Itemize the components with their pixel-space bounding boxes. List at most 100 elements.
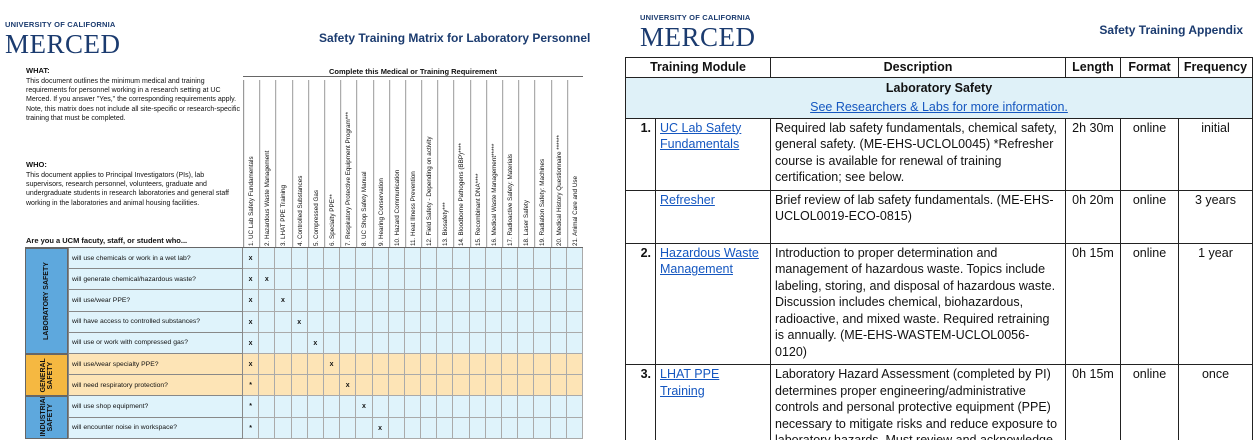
matrix-cell: [307, 375, 324, 397]
column-label: 2. Hazardous Waste Management: [259, 80, 276, 248]
matrix-cell: [502, 290, 519, 312]
module-number: 2.: [625, 242, 656, 365]
matrix-cell: [323, 375, 341, 397]
question: will encounter noise in workspace?: [68, 417, 243, 439]
matrix-cell: [388, 332, 405, 354]
heading: WHAT:: [26, 66, 50, 75]
matrix-cell: [453, 269, 470, 291]
matrix-cell: [469, 248, 486, 270]
matrix-cell: [485, 248, 503, 270]
matrix-cell: [518, 375, 535, 397]
matrix-cell: [323, 332, 341, 354]
matrix-cell: [502, 311, 519, 333]
matrix-cell: [453, 332, 470, 354]
matrix-cell: [469, 311, 486, 333]
module-number: 3.: [625, 364, 656, 440]
matrix-cell: [437, 311, 454, 333]
matrix-cell: [259, 375, 276, 397]
matrix-cell: [275, 332, 292, 354]
matrix-cell: [372, 311, 389, 333]
matrix-cell: [550, 396, 567, 418]
matrix-cell: [518, 417, 535, 439]
matrix-cell: [534, 396, 551, 418]
matrix-cell: [550, 248, 567, 270]
matrix-page: UNIVERSITY OF CALIFORNIA MERCED Safety T…: [0, 0, 615, 440]
matrix-cell: x: [307, 332, 324, 354]
length: 0h 20m: [1065, 189, 1121, 244]
matrix-cell: [340, 269, 357, 291]
matrix-cell: [275, 269, 292, 291]
matrix-cell: [307, 354, 324, 376]
matrix-cell: [518, 290, 535, 312]
matrix-cell: [291, 396, 308, 418]
matrix-cell: [566, 311, 583, 333]
format: online: [1120, 189, 1179, 244]
matrix-cell: [437, 269, 454, 291]
column-label: 15. Recombinant DNA****: [469, 80, 486, 248]
matrix-cell: [340, 332, 357, 354]
matrix-cell: [259, 248, 276, 270]
matrix-cell: [340, 311, 357, 333]
matrix-cell: [259, 396, 276, 418]
matrix-cell: [469, 269, 486, 291]
header-cell: Format: [1120, 57, 1179, 78]
matrix-cell: x: [243, 332, 260, 354]
column-label: 11. Heat Illness Prevention: [404, 80, 422, 248]
matrix-cell: [421, 417, 438, 439]
matrix-cell: [469, 417, 486, 439]
matrix-cell: [550, 311, 567, 333]
matrix-cell: [453, 290, 470, 312]
matrix-cell: [372, 354, 389, 376]
matrix-cell: [502, 396, 519, 418]
matrix-cell: [388, 375, 405, 397]
matrix-cell: [340, 396, 357, 418]
module-link[interactable]: UC Lab Safety Fundamentals: [660, 120, 742, 152]
matrix-cell: [453, 396, 470, 418]
matrix-cell: x: [275, 290, 292, 312]
matrix-cell: [437, 375, 454, 397]
matrix-cell: [534, 332, 551, 354]
matrix-cell: [388, 311, 405, 333]
section-label-text: GENERAL SAFETY: [39, 358, 54, 393]
header-cell: Description: [770, 57, 1066, 78]
description: Laboratory Hazard Assessment (completed …: [770, 364, 1066, 440]
matrix-cell: x: [340, 375, 357, 397]
matrix-cell: [550, 290, 567, 312]
column-label: 16. Medical Waste Management*****: [485, 80, 503, 248]
matrix-cell: [259, 417, 276, 439]
matrix-cell: [485, 417, 503, 439]
matrix-cell: [259, 354, 276, 376]
description: Introduction to proper determination and…: [770, 242, 1066, 365]
matrix-cell: [469, 290, 486, 312]
module-link[interactable]: Refresher: [660, 192, 715, 207]
matrix-cell: [275, 375, 292, 397]
column-label: 3. LHAT PPE Training: [275, 80, 292, 248]
module-link[interactable]: LHAT PPE Training: [660, 367, 720, 398]
matrix-cell: [550, 417, 567, 439]
matrix-cell: [307, 417, 324, 439]
matrix-cell: [259, 311, 276, 333]
column-label: 7. Respiratory Protective Equipment Prog…: [340, 80, 357, 248]
matrix-cell: [275, 396, 292, 418]
module-link[interactable]: Hazardous Waste Management: [660, 245, 759, 277]
matrix-cell: [388, 290, 405, 312]
column-label: 14. Bloodborne Pathogens (BBP)****: [453, 80, 470, 248]
section-row: Laboratory Safety See Researchers & Labs …: [625, 76, 1253, 119]
matrix-cell: [404, 417, 422, 439]
question: will use shop equipment?: [68, 396, 243, 418]
frequency: once: [1178, 364, 1253, 440]
matrix-cell: [550, 269, 567, 291]
matrix-cell: [485, 290, 503, 312]
page-title: Safety Training Matrix for Laboratory Pe…: [319, 31, 591, 45]
matrix-cell: [356, 290, 373, 312]
logo-wordmark: MERCED: [5, 29, 121, 59]
matrix-cell: [291, 354, 308, 376]
description: Required lab safety fundamentals, chemic…: [770, 117, 1066, 191]
matrix-cell: [502, 354, 519, 376]
section-link[interactable]: See Researchers & Labs for more informat…: [810, 99, 1068, 114]
matrix-cell: x: [243, 354, 260, 376]
matrix-cell: [307, 248, 324, 270]
matrix-cell: [259, 290, 276, 312]
header-row: Training Module Description Length Format Fr…: [625, 57, 1253, 78]
